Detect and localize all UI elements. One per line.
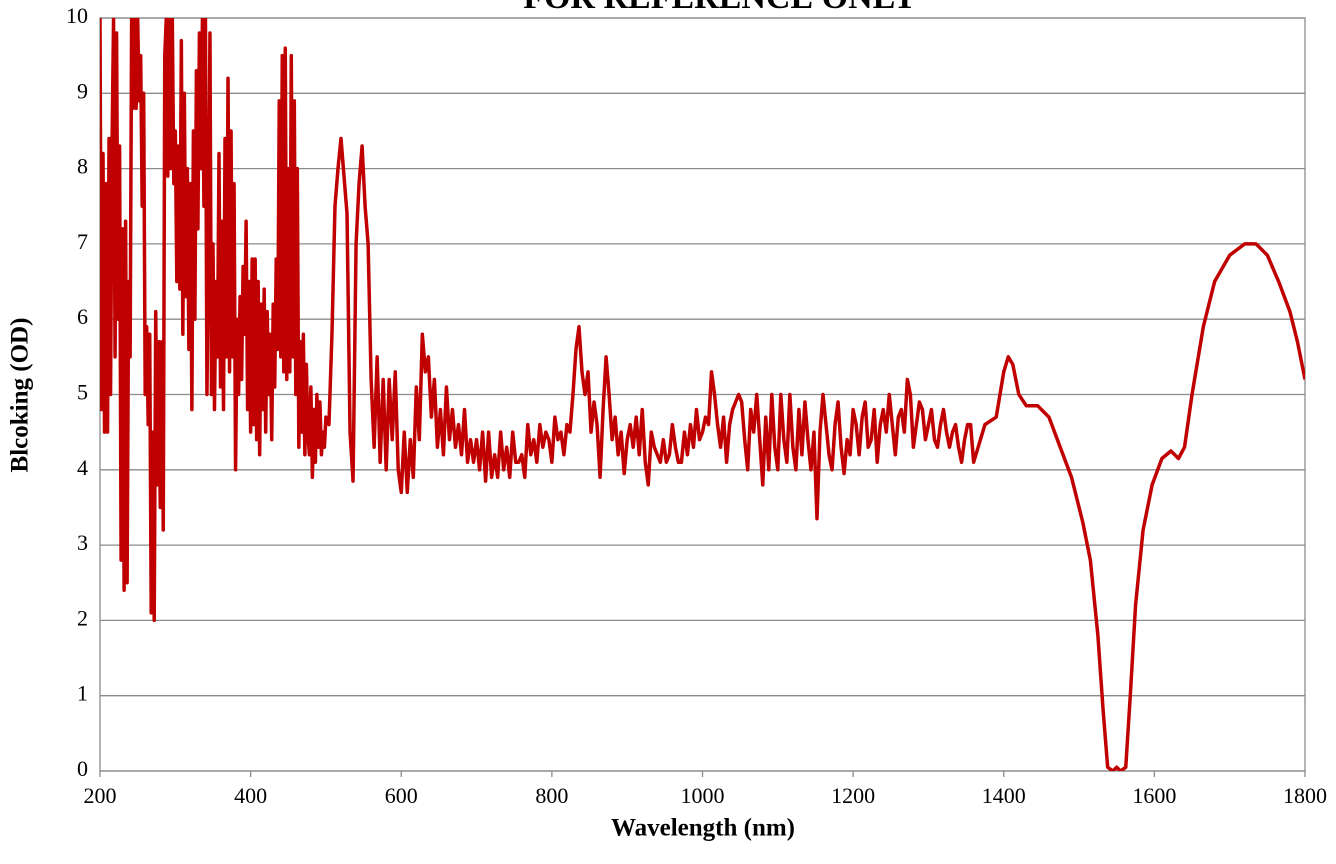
x-tick-label: 400 <box>234 783 267 808</box>
x-tick-label: 800 <box>535 783 568 808</box>
y-tick-label: 4 <box>77 455 88 480</box>
x-tick-label: 1800 <box>1283 783 1327 808</box>
x-axis-label: Wavelength (nm) <box>611 815 795 842</box>
y-tick-label: 3 <box>77 530 88 555</box>
y-tick-label: 9 <box>77 78 88 103</box>
y-tick-label: 10 <box>66 3 88 28</box>
y-tick-label: 6 <box>77 304 88 329</box>
x-tick-label: 1400 <box>982 783 1026 808</box>
x-tick-label: 1200 <box>831 783 875 808</box>
chart-title: FOR REFERENCE ONLY <box>523 0 917 16</box>
y-tick-label: 0 <box>77 756 88 781</box>
y-tick-label: 1 <box>77 681 88 706</box>
y-tick-label: 5 <box>77 380 88 405</box>
x-tick-label: 200 <box>84 783 117 808</box>
x-tick-label: 1000 <box>681 783 725 808</box>
y-axis-label: Blcoking (OD) <box>7 318 34 473</box>
y-tick-label: 2 <box>77 605 88 630</box>
y-tick-label: 7 <box>77 229 88 254</box>
x-tick-label: 600 <box>385 783 418 808</box>
x-tick-label: 1600 <box>1132 783 1176 808</box>
data-line <box>100 18 1305 771</box>
y-tick-label: 8 <box>77 154 88 179</box>
